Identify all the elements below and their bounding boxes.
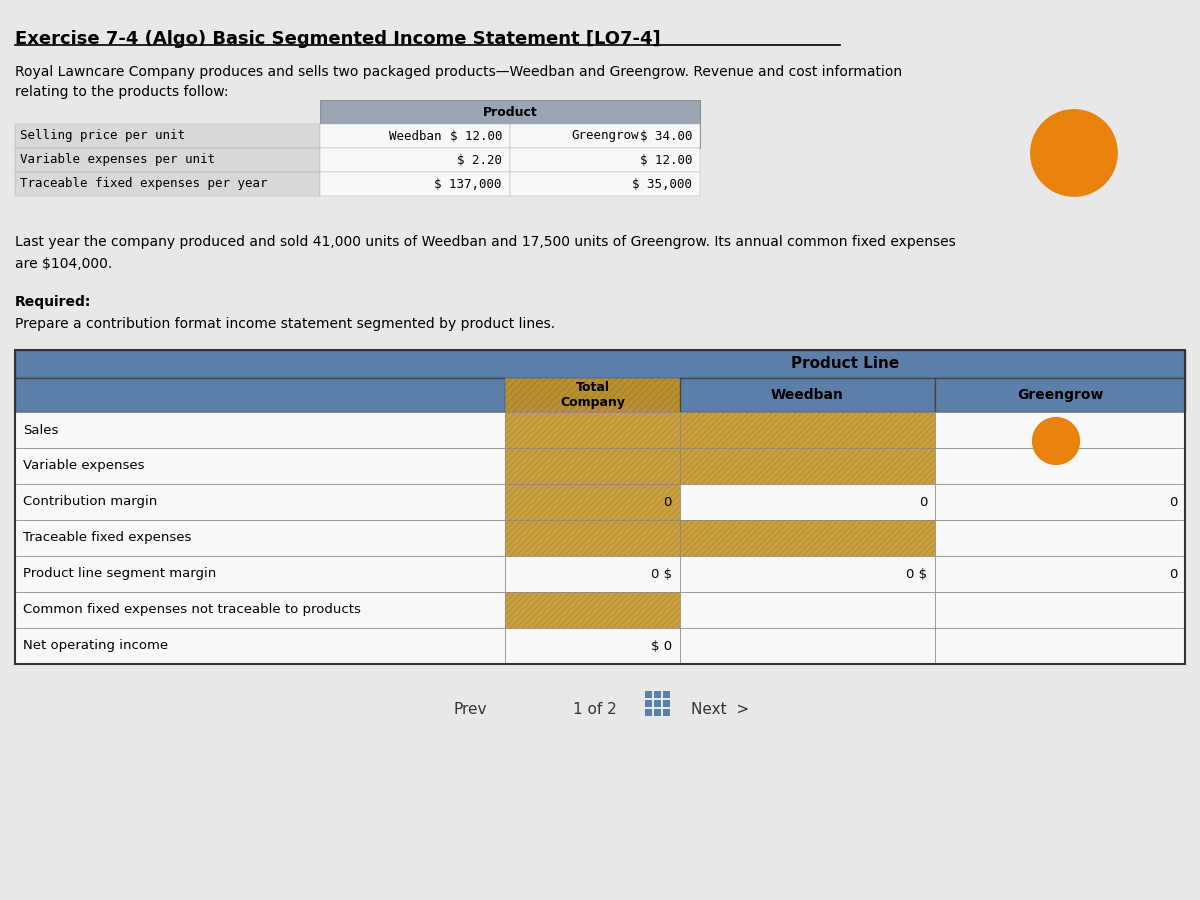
Text: Net operating income: Net operating income	[23, 640, 168, 652]
Bar	[14, 148, 320, 172]
Text: $ 34.00: $ 34.00	[640, 130, 692, 142]
Bar	[14, 484, 505, 520]
Bar	[14, 378, 505, 412]
Bar	[680, 448, 935, 484]
Bar	[935, 448, 1186, 484]
Bar	[505, 556, 680, 592]
Text: Total
Company: Total Company	[560, 381, 625, 409]
Bar	[680, 484, 935, 520]
Bar	[935, 592, 1186, 628]
Text: Selling price per unit: Selling price per unit	[20, 130, 185, 142]
Text: Product line segment margin: Product line segment margin	[23, 568, 216, 580]
Bar	[505, 520, 680, 556]
Text: 1 of 2: 1 of 2	[574, 701, 617, 716]
Text: Sales: Sales	[23, 424, 59, 436]
Bar	[646, 691, 652, 698]
Text: 0 $: 0 $	[650, 568, 672, 580]
Bar	[14, 448, 505, 484]
Bar	[935, 378, 1186, 412]
Bar	[654, 700, 661, 707]
Bar	[662, 691, 670, 698]
Text: Product: Product	[482, 105, 538, 119]
Text: relating to the products follow:: relating to the products follow:	[14, 85, 228, 99]
Text: Exercise 7-4 (Algo) Basic Segmented Income Statement [LO7-4]: Exercise 7-4 (Algo) Basic Segmented Inco…	[14, 30, 661, 48]
Text: 0: 0	[919, 496, 928, 508]
Text: $ 35,000: $ 35,000	[632, 177, 692, 191]
Bar	[510, 148, 700, 172]
Text: Common fixed expenses not traceable to products: Common fixed expenses not traceable to p…	[23, 604, 361, 617]
Bar	[680, 592, 935, 628]
Bar	[505, 484, 680, 520]
Text: Required:: Required:	[14, 295, 91, 309]
Bar	[510, 124, 700, 148]
Bar	[320, 148, 510, 172]
Bar	[510, 172, 700, 196]
Bar	[505, 412, 680, 448]
Bar	[14, 350, 1186, 378]
Bar	[680, 520, 935, 556]
Bar	[935, 412, 1186, 448]
Bar	[654, 709, 661, 716]
Text: Next  >: Next >	[691, 701, 749, 716]
Text: Greengrow: Greengrow	[1016, 388, 1103, 402]
Bar	[680, 628, 935, 664]
Text: Last year the company produced and sold 41,000 units of Weedban and 17,500 units: Last year the company produced and sold …	[14, 235, 955, 249]
Bar	[680, 378, 935, 412]
Text: $ 12.00: $ 12.00	[450, 130, 502, 142]
Bar	[14, 556, 505, 592]
Bar	[654, 691, 661, 698]
Bar	[505, 592, 680, 628]
Bar	[14, 172, 320, 196]
Text: $ 12.00: $ 12.00	[640, 154, 692, 166]
Bar	[935, 556, 1186, 592]
Bar	[14, 124, 320, 148]
Text: Product Line: Product Line	[791, 356, 899, 372]
Bar	[510, 124, 700, 148]
Text: 0: 0	[1169, 568, 1177, 580]
Bar	[14, 592, 505, 628]
Bar	[14, 412, 505, 448]
Bar	[320, 172, 510, 196]
Text: are $104,000.: are $104,000.	[14, 257, 113, 271]
Bar	[646, 709, 652, 716]
Text: Weedban: Weedban	[772, 388, 844, 402]
Bar	[505, 448, 680, 484]
Text: 0 $: 0 $	[906, 568, 928, 580]
Text: 0: 0	[664, 496, 672, 508]
Bar	[662, 709, 670, 716]
Text: Royal Lawncare Company produces and sells two packaged products—Weedban and Gree: Royal Lawncare Company produces and sell…	[14, 65, 902, 79]
Bar	[320, 100, 700, 124]
Circle shape	[1031, 110, 1117, 196]
Bar	[320, 124, 510, 148]
Bar	[662, 700, 670, 707]
Text: Traceable fixed expenses: Traceable fixed expenses	[23, 532, 191, 544]
Bar	[14, 350, 1186, 664]
Text: Variable expenses per unit: Variable expenses per unit	[20, 154, 215, 166]
Text: Contribution margin: Contribution margin	[23, 496, 157, 508]
Text: 0: 0	[1169, 496, 1177, 508]
Text: $ 0: $ 0	[650, 640, 672, 652]
Bar	[14, 628, 505, 664]
Text: Variable expenses: Variable expenses	[23, 460, 144, 473]
Text: $ 137,000: $ 137,000	[434, 177, 502, 191]
Bar	[935, 484, 1186, 520]
Text: Prepare a contribution format income statement segmented by product lines.: Prepare a contribution format income sta…	[14, 317, 556, 331]
Circle shape	[1032, 418, 1080, 464]
Bar	[320, 124, 510, 148]
Text: Greengrow: Greengrow	[571, 130, 638, 142]
Bar	[935, 628, 1186, 664]
Bar	[680, 556, 935, 592]
Bar	[505, 378, 680, 412]
Bar	[935, 520, 1186, 556]
Text: Traceable fixed expenses per year: Traceable fixed expenses per year	[20, 177, 268, 191]
Text: Weedban: Weedban	[389, 130, 442, 142]
Bar	[646, 700, 652, 707]
Bar	[505, 628, 680, 664]
Text: $ 2.20: $ 2.20	[457, 154, 502, 166]
Bar	[680, 412, 935, 448]
Text: Prev: Prev	[454, 701, 487, 716]
Bar	[14, 520, 505, 556]
